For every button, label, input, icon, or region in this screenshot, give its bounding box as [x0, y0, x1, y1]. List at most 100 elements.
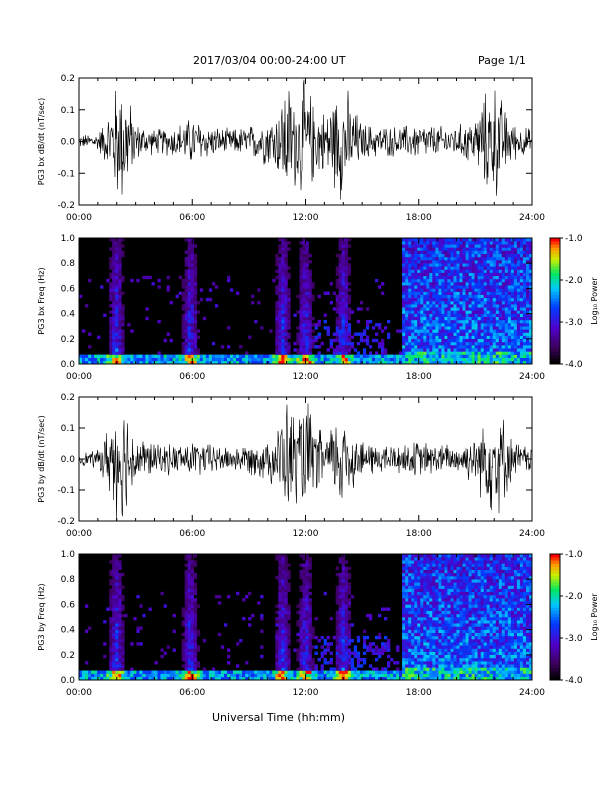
spectrogram-cell — [387, 357, 391, 362]
spectrogram-cell — [302, 238, 306, 242]
spectrogram-cell — [393, 354, 397, 358]
spectrogram-cell — [115, 247, 119, 251]
spectrogram-cell — [187, 629, 191, 633]
spectrogram-cell — [335, 332, 339, 336]
spectrogram-cell — [347, 294, 352, 299]
spectrogram-cell — [190, 256, 194, 261]
spectrogram-cell — [305, 304, 309, 308]
spectrogram-cell — [465, 348, 469, 352]
spectrogram-cell — [411, 661, 415, 665]
spectrogram-cell — [341, 579, 345, 583]
spectrogram-cell — [477, 332, 481, 336]
spectrogram-cell — [311, 297, 315, 302]
spectrogram-cell — [498, 332, 503, 336]
spectrogram-cell — [344, 316, 349, 321]
spectrogram-cell — [344, 247, 349, 251]
spectrogram-cell — [344, 585, 349, 589]
spectrogram-cell — [522, 338, 527, 343]
spectrogram-cell — [468, 338, 472, 343]
spectrogram-cell — [275, 291, 279, 295]
spectrogram-cell — [362, 670, 367, 674]
spectrogram-cell — [426, 354, 430, 358]
spectrogram-cell — [495, 266, 500, 270]
spectrogram-cell — [402, 585, 406, 589]
spectrogram-cell — [112, 357, 116, 362]
spectrogram-cell — [453, 294, 457, 299]
spectrogram-cell — [402, 329, 406, 333]
spectrogram-cell — [483, 285, 487, 289]
spectrogram-cell — [193, 291, 198, 295]
spectrogram-cell — [408, 278, 412, 283]
spectrogram-cell — [118, 310, 122, 314]
spectrogram-cell — [498, 285, 503, 289]
spectrogram-cell — [305, 282, 309, 286]
spectrogram-cell — [402, 326, 406, 330]
spectrogram-cell — [384, 348, 388, 352]
spectrogram-cell — [344, 645, 349, 649]
spectrogram-cell — [356, 673, 361, 678]
spectrogram-cell — [353, 648, 358, 652]
spectrogram-cell — [115, 313, 119, 317]
spectrogram-cell — [284, 585, 288, 589]
spectrogram-cell — [462, 316, 466, 321]
spectrogram-cell — [513, 307, 518, 311]
spectrogram-cell — [492, 291, 496, 295]
spectrogram-cell — [522, 357, 527, 362]
spectrogram-cell — [284, 266, 288, 270]
spectrogram-cell — [411, 329, 415, 333]
spectrogram-cell — [408, 572, 412, 577]
spectrogram-cell — [414, 323, 418, 327]
spectrogram-cell — [420, 263, 424, 267]
spectrogram-cell — [486, 288, 490, 292]
spectrogram-cell — [441, 357, 445, 362]
spectrogram-cell — [254, 670, 258, 674]
spectrogram-cell — [284, 316, 288, 321]
spectrogram-cell — [432, 241, 436, 245]
spectrogram-cell — [456, 294, 460, 299]
spectrogram-cell — [465, 357, 469, 362]
spectrogram-cell — [438, 272, 442, 276]
spectrogram-cell — [302, 351, 306, 355]
spectrogram-cell — [423, 263, 427, 267]
spectrogram-cell — [302, 348, 306, 352]
spectrogram-cell — [507, 329, 512, 333]
spectrogram-cell — [184, 642, 188, 646]
spectrogram-cell — [115, 635, 119, 640]
spectrogram-cell — [368, 345, 373, 349]
spectrogram-cell — [438, 250, 442, 254]
spectrogram-cell — [426, 632, 430, 637]
spectrogram-cell — [408, 629, 412, 633]
spectrogram-cell — [423, 294, 427, 299]
line-panel-0 — [78, 77, 533, 206]
spectrogram-cell — [402, 360, 406, 365]
spectrogram-cell — [402, 566, 406, 570]
spectrogram-cell — [462, 310, 466, 314]
spectrogram-cell — [420, 639, 424, 643]
spectrogram-cell — [193, 338, 198, 343]
spectrogram-cell — [284, 329, 288, 333]
spectrogram-cell — [432, 335, 436, 339]
spectrogram-cell — [519, 272, 524, 276]
spectrogram-cell — [112, 604, 116, 608]
spectrogram-cell — [190, 253, 194, 258]
spectrogram-cell — [405, 272, 409, 276]
spectrogram-cell — [405, 326, 409, 330]
spectrogram-cell — [184, 664, 188, 668]
spectrogram-cell — [275, 256, 279, 261]
spectrogram-cell — [335, 566, 339, 570]
spectrogram-cell — [465, 345, 469, 349]
spectrogram-cell — [426, 585, 430, 589]
colorbar-swatch — [550, 307, 560, 311]
spectrogram-cell — [474, 241, 478, 245]
spectrogram-cell — [417, 642, 421, 646]
spectrogram-cell — [408, 310, 412, 314]
spectrogram-cell — [405, 285, 409, 289]
spectrogram-cell — [142, 673, 146, 678]
spectrogram-cell — [335, 357, 339, 362]
spectrogram-cell — [408, 241, 412, 245]
spectrogram-cell — [444, 260, 448, 264]
spectrogram-cell — [193, 607, 198, 611]
spectrogram-cell — [429, 591, 433, 596]
spectrogram-cell — [323, 357, 327, 362]
spectrogram-cell — [308, 658, 312, 662]
